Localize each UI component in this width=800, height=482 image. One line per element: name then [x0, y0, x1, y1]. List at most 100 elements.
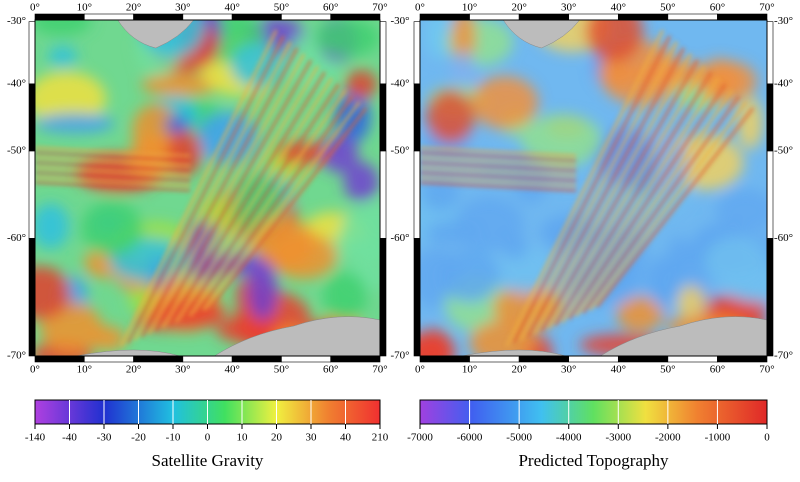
- frame-segment: [518, 13, 570, 21]
- ridge: [35, 166, 191, 177]
- land: [213, 316, 380, 356]
- colorbar-label: 30: [306, 432, 318, 444]
- map-blob: [438, 248, 500, 303]
- ridge: [154, 59, 313, 332]
- map-blob: [35, 20, 92, 36]
- lat-label: -40°: [390, 77, 409, 89]
- frame-segment: [379, 21, 387, 85]
- frame-segment: [766, 150, 774, 239]
- lon-label: 20°: [126, 2, 141, 14]
- lon-label: 0°: [30, 2, 40, 14]
- frame-segment: [281, 355, 332, 363]
- lat-label: -50°: [390, 145, 409, 157]
- ridge: [561, 77, 720, 323]
- map-blob: [141, 73, 220, 97]
- frame-segment: [133, 355, 184, 363]
- ridge: [574, 89, 734, 317]
- colorbar-label: -40: [62, 432, 77, 444]
- colorbar-label: -140: [25, 432, 46, 444]
- frame-segment: [419, 355, 470, 363]
- frame-segment: [717, 13, 768, 21]
- ridge: [147, 53, 306, 335]
- map-panel: [35, 20, 380, 356]
- ridge: [567, 83, 727, 320]
- colorbar-label: 10: [237, 432, 249, 444]
- ridge: [420, 156, 577, 167]
- frame-segment: [231, 355, 282, 363]
- ridge: [126, 35, 285, 344]
- colorbar-label: -20: [131, 432, 146, 444]
- frame-segment: [83, 13, 134, 21]
- frame-segment: [379, 238, 387, 357]
- ridge: [175, 77, 333, 323]
- ridge: [420, 146, 577, 157]
- land: [117, 20, 195, 49]
- map-blob: [424, 20, 454, 59]
- lon-label: 30°: [175, 364, 190, 376]
- ridge: [195, 95, 354, 314]
- ridge: [581, 95, 741, 314]
- colorbar-label: 0: [205, 432, 211, 444]
- colorbar-label: -4000: [556, 432, 582, 444]
- map-blob: [539, 220, 581, 242]
- colorbar-label: -10: [166, 432, 181, 444]
- colorbar-label: 40: [340, 432, 352, 444]
- lon-label: 40°: [224, 364, 239, 376]
- map-blob: [421, 175, 459, 212]
- map-blob: [35, 203, 70, 249]
- colorbar-label: -30: [97, 432, 112, 444]
- ridge: [420, 181, 577, 192]
- land: [502, 20, 580, 49]
- ridge: [540, 59, 699, 332]
- map-blob: [90, 325, 126, 351]
- map-blob: [426, 89, 475, 144]
- ridge: [595, 107, 755, 308]
- frame-segment: [28, 83, 36, 152]
- ridge: [35, 161, 191, 172]
- map-blob: [322, 271, 368, 322]
- ridge: [140, 47, 299, 338]
- lat-label: -30°: [774, 15, 793, 27]
- frame-segment: [518, 355, 570, 363]
- map-blob: [314, 20, 380, 57]
- colorbar-label: 20: [271, 432, 283, 444]
- map-blob: [715, 188, 767, 234]
- frame-segment: [413, 83, 421, 152]
- frame-segment: [379, 83, 387, 152]
- ridge: [161, 65, 320, 329]
- lat-label: -30°: [390, 15, 409, 27]
- land: [461, 349, 566, 356]
- ridge: [209, 107, 368, 308]
- frame-segment: [231, 13, 282, 21]
- land: [599, 316, 767, 356]
- map-blob: [420, 328, 454, 356]
- frame-segment: [413, 238, 421, 357]
- panel-title: Satellite Gravity: [152, 451, 264, 470]
- lat-label: -70°: [774, 350, 793, 362]
- lon-label: 40°: [224, 2, 239, 14]
- lon-label: 70°: [372, 364, 387, 376]
- frame-segment: [469, 355, 520, 363]
- lon-label: 50°: [660, 2, 675, 14]
- lon-label: 20°: [511, 2, 526, 14]
- map-blob: [334, 91, 371, 144]
- colorbar-label: -7000: [407, 432, 433, 444]
- map-blob: [616, 296, 664, 332]
- lon-label: 10°: [77, 364, 92, 376]
- colorbar-label: -6000: [457, 432, 483, 444]
- lat-label: -30°: [7, 15, 26, 27]
- lon-label: 60°: [323, 2, 338, 14]
- lat-label: -60°: [390, 232, 409, 244]
- lon-label: 60°: [323, 364, 338, 376]
- frame-segment: [133, 13, 184, 21]
- frame-segment: [766, 83, 774, 152]
- lon-label: 40°: [611, 2, 626, 14]
- map-blob: [35, 71, 107, 126]
- frame-segment: [617, 13, 669, 21]
- lon-label: 0°: [30, 364, 40, 376]
- map-blob: [471, 75, 539, 129]
- ridge: [202, 101, 361, 311]
- ridge: [182, 83, 340, 320]
- ridge: [512, 35, 672, 344]
